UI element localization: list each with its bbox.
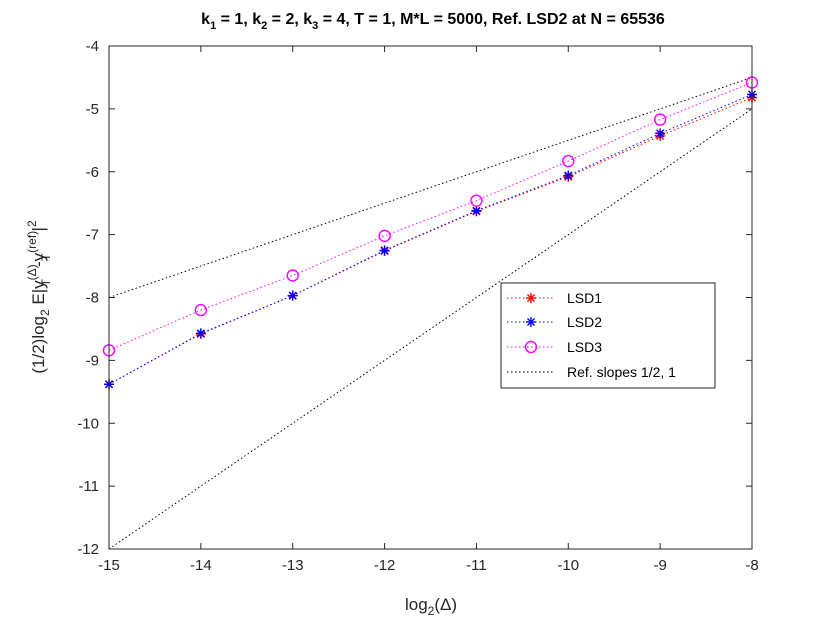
legend-item-ref: Ref. slopes 1/2, 1 — [507, 364, 676, 380]
y-ticks: -12 -11 -10 -9 -8 -7 -6 -5 -4 — [77, 38, 752, 558]
y-tick-label: -11 — [78, 478, 99, 495]
data-point-lsd2 — [563, 170, 574, 181]
series-lines — [108, 82, 753, 385]
data-point-lsd3 — [470, 194, 483, 207]
legend-box — [500, 282, 716, 389]
data-point-lsd2 — [379, 245, 390, 256]
svg-text:(1/2)log2 E|y(Δ)T-y(ref)T|2: (1/2)log2 E|y(Δ)T-y(ref)T|2 — [25, 220, 53, 374]
legend-label-lsd2: LSD2 — [567, 314, 602, 330]
legend-marker-lsd1 — [526, 293, 536, 303]
y-axis-label: (1/2)log2 E|y(Δ)T-y(ref)T|2 — [25, 220, 53, 374]
x-tick-label: -13 — [282, 557, 304, 574]
series-line-lsd3 — [108, 82, 753, 351]
legend-label-lsd3: LSD3 — [567, 339, 602, 355]
legend-item-lsd2: LSD2 — [507, 314, 602, 330]
data-point-lsd3 — [378, 229, 391, 243]
data-point-lsd2 — [195, 328, 206, 339]
reference-lines — [108, 76, 753, 550]
x-tick-label: -15 — [98, 557, 120, 574]
data-point-lsd2 — [655, 128, 666, 139]
data-point-lsd2 — [471, 205, 482, 216]
y-tick-label: -7 — [86, 227, 99, 244]
data-point-lsd3 — [562, 154, 575, 168]
reference-line-slope-one — [108, 108, 753, 550]
x-tick-label: -11 — [466, 557, 487, 574]
x-tick-label: -12 — [374, 557, 396, 574]
x-tick-label: -8 — [745, 557, 758, 574]
y-tick-label: -10 — [77, 415, 99, 432]
legend: LSD1 LSD2 LSD3 Ref. slopes 1/2, 1 — [500, 282, 716, 389]
data-point-lsd3 — [653, 113, 667, 126]
x-tick-label: -9 — [653, 557, 666, 574]
x-ticks: -15 -14 -13 -12 -11 -10 -9 -8 — [98, 46, 759, 574]
legend-item-lsd1: LSD1 — [507, 290, 602, 306]
y-tick-label: -9 — [86, 352, 99, 369]
legend-label-lsd1: LSD1 — [567, 290, 602, 306]
data-point-lsd3 — [286, 269, 299, 282]
data-point-lsd2 — [287, 290, 298, 301]
legend-label-ref: Ref. slopes 1/2, 1 — [567, 364, 676, 380]
legend-item-lsd3: LSD3 — [507, 339, 602, 355]
legend-marker-lsd2 — [526, 317, 536, 327]
x-axis-label: log2(Δ) — [405, 595, 457, 618]
legend-marker-lsd3 — [524, 340, 538, 354]
y-tick-label: -12 — [77, 541, 99, 558]
x-tick-label: -14 — [190, 557, 212, 574]
y-tick-label: -6 — [86, 164, 99, 181]
y-tick-label: -8 — [86, 290, 99, 307]
y-tick-label: -5 — [86, 101, 99, 118]
series-line-lsd2 — [108, 93, 753, 385]
y-tick-label: -4 — [86, 38, 99, 55]
reference-line-slope-half — [108, 76, 753, 298]
x-tick-label: -10 — [557, 557, 579, 574]
data-point-lsd3 — [194, 303, 208, 317]
chart-title: k1 = 1, k2 = 2, k3 = 4, T = 1, M*L = 500… — [201, 11, 665, 32]
